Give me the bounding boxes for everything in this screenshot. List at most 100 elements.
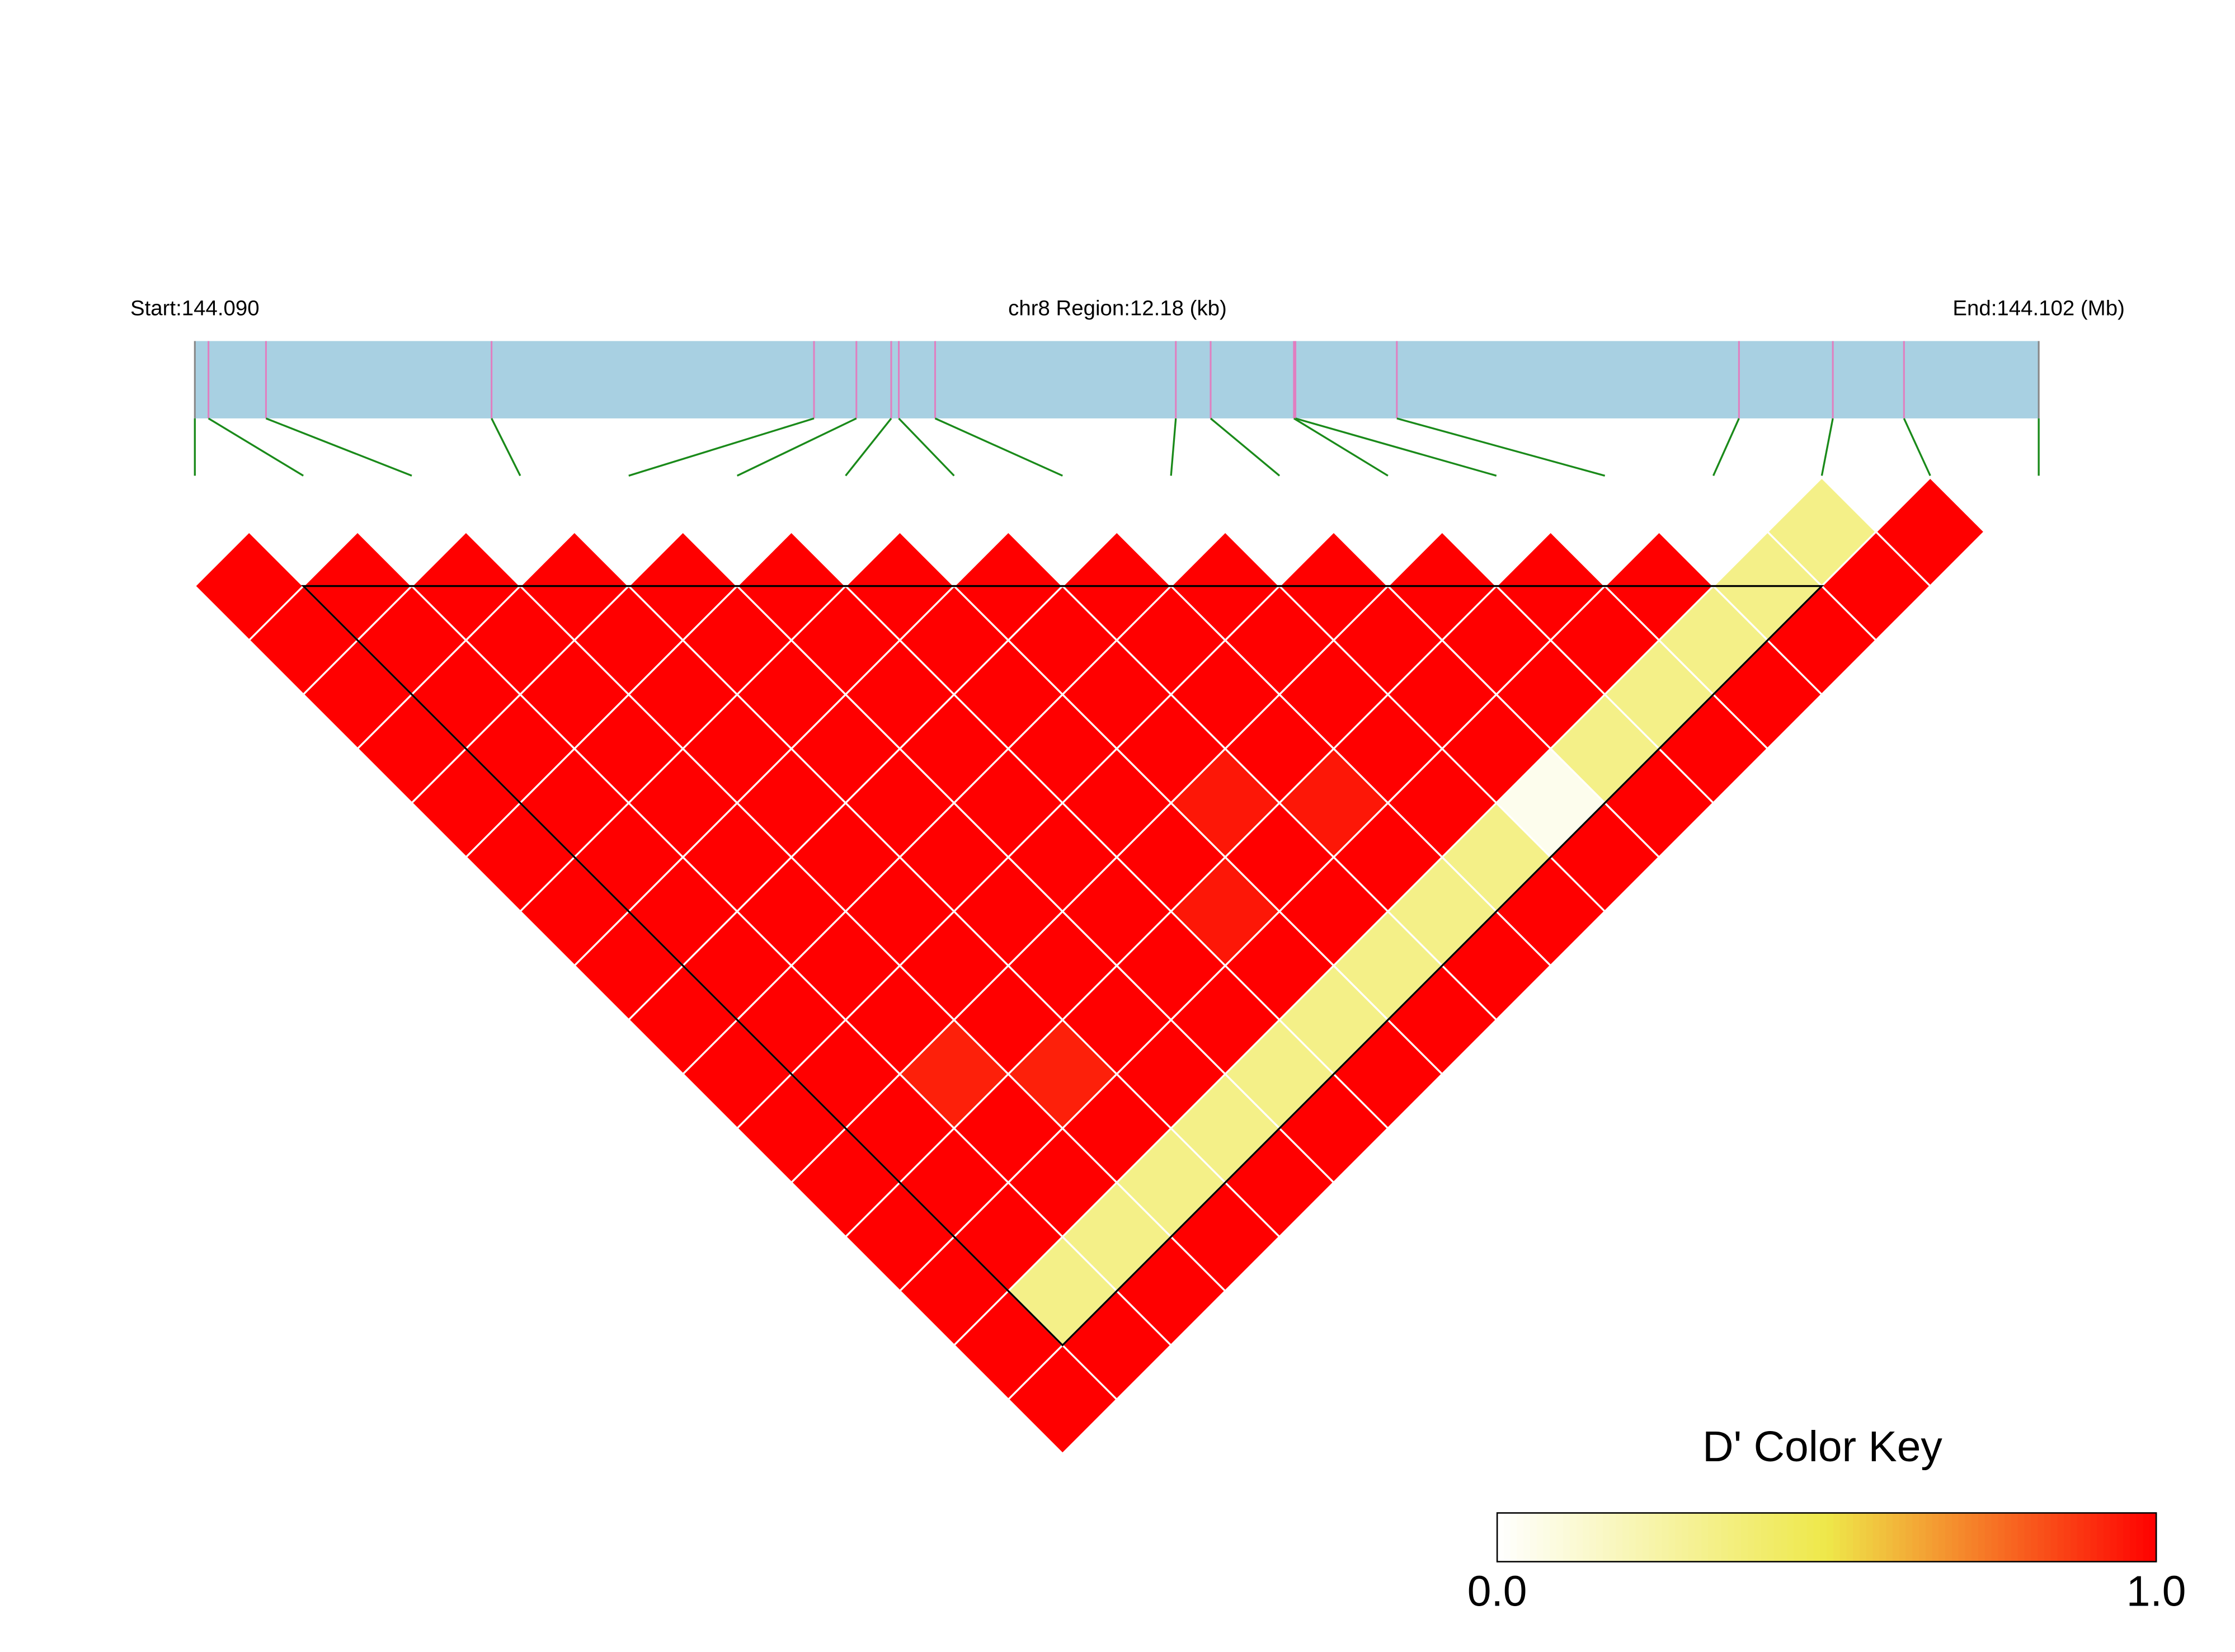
snp-connector bbox=[736, 417, 857, 477]
key-swatch bbox=[1945, 1513, 1953, 1562]
ld-cell bbox=[1874, 476, 1986, 587]
key-swatch bbox=[1984, 1513, 1992, 1562]
region-label: chr8 Region:12.18 (kb) bbox=[1008, 296, 1227, 320]
key-swatch bbox=[1919, 1513, 1927, 1562]
key-swatch bbox=[1938, 1513, 1946, 1562]
snp-connector bbox=[1295, 417, 1497, 477]
key-swatch bbox=[1971, 1513, 1979, 1562]
key-swatch bbox=[1846, 1513, 1854, 1562]
start-label: Start:144.090 bbox=[130, 296, 260, 320]
key-swatch bbox=[2064, 1513, 2072, 1562]
key-swatch bbox=[1965, 1513, 1973, 1562]
key-swatch bbox=[2011, 1513, 2019, 1562]
key-swatch bbox=[1932, 1513, 1940, 1562]
key-swatch bbox=[1583, 1513, 1591, 1562]
snp-connector bbox=[1210, 417, 1281, 477]
key-swatch bbox=[2050, 1513, 2058, 1562]
snp-connector bbox=[208, 417, 304, 477]
key-swatch bbox=[1806, 1513, 1814, 1562]
snp-connector bbox=[628, 417, 815, 477]
key-swatch bbox=[1839, 1513, 1847, 1562]
key-swatch bbox=[1905, 1513, 1913, 1562]
key-tick-label: 0.0 bbox=[1467, 1568, 1527, 1616]
key-swatch bbox=[2123, 1513, 2131, 1562]
key-swatch bbox=[1872, 1513, 1880, 1562]
snp-connector bbox=[845, 417, 892, 477]
key-swatch bbox=[1517, 1513, 1524, 1562]
key-swatch bbox=[1649, 1513, 1657, 1562]
key-swatch bbox=[1536, 1513, 1544, 1562]
key-swatch bbox=[1563, 1513, 1570, 1562]
key-swatch bbox=[1503, 1513, 1511, 1562]
key-swatch bbox=[1747, 1513, 1755, 1562]
key-swatch bbox=[2024, 1513, 2032, 1562]
key-swatch bbox=[1827, 1513, 1834, 1562]
key-swatch bbox=[1622, 1513, 1630, 1562]
key-swatch bbox=[1681, 1513, 1690, 1562]
key-swatch bbox=[1761, 1513, 1768, 1562]
key-swatch bbox=[2103, 1513, 2111, 1562]
key-swatch bbox=[2077, 1513, 2085, 1562]
key-swatch bbox=[1642, 1513, 1650, 1562]
key-swatch bbox=[1721, 1513, 1729, 1562]
key-swatch bbox=[2038, 1513, 2045, 1562]
key-swatch bbox=[2136, 1513, 2144, 1562]
key-swatch bbox=[1794, 1513, 1801, 1562]
key-swatch bbox=[1497, 1513, 1505, 1562]
key-swatch bbox=[1596, 1513, 1603, 1562]
snp-connector bbox=[934, 417, 1063, 477]
key-swatch bbox=[1556, 1513, 1564, 1562]
key-swatch bbox=[1998, 1513, 2006, 1562]
key-swatch bbox=[1523, 1513, 1531, 1562]
key-swatch bbox=[1701, 1513, 1709, 1562]
key-swatch bbox=[1820, 1513, 1828, 1562]
key-swatch bbox=[2110, 1513, 2118, 1562]
key-swatch bbox=[1662, 1513, 1669, 1562]
ld-block bbox=[301, 585, 1824, 1347]
snp-connector bbox=[1903, 418, 1931, 477]
key-swatch bbox=[1767, 1513, 1775, 1562]
key-swatch bbox=[1754, 1513, 1762, 1562]
key-swatch bbox=[1695, 1513, 1702, 1562]
key-swatch bbox=[2083, 1513, 2091, 1562]
key-swatch bbox=[1569, 1513, 1577, 1562]
key-swatch bbox=[1708, 1513, 1716, 1562]
snp-connector bbox=[1170, 418, 1177, 476]
key-swatch bbox=[2031, 1513, 2039, 1562]
key-swatch bbox=[2044, 1513, 2052, 1562]
key-swatch bbox=[1866, 1513, 1874, 1562]
snp-connector bbox=[898, 417, 955, 477]
key-swatch bbox=[2143, 1513, 2151, 1562]
snp-connector bbox=[1396, 417, 1606, 477]
key-swatch bbox=[1978, 1513, 1986, 1562]
key-swatch bbox=[1886, 1513, 1894, 1562]
key-tick-label: 1.0 bbox=[2126, 1568, 2186, 1616]
key-swatch bbox=[1813, 1513, 1821, 1562]
key-swatch bbox=[1734, 1513, 1742, 1562]
snp-connector bbox=[1293, 417, 1389, 477]
key-swatch bbox=[1853, 1513, 1861, 1562]
key-swatch bbox=[2116, 1513, 2124, 1562]
key-swatch bbox=[1589, 1513, 1597, 1562]
key-swatch bbox=[1912, 1513, 1920, 1562]
key-swatch bbox=[1925, 1513, 1933, 1562]
snp-connector bbox=[491, 418, 521, 477]
key-swatch bbox=[1629, 1513, 1636, 1562]
key-swatch bbox=[1833, 1513, 1841, 1562]
key-swatch bbox=[2097, 1513, 2105, 1562]
key-swatch bbox=[1510, 1513, 1518, 1562]
end-label: End:144.102 (Mb) bbox=[1952, 296, 2124, 320]
key-swatch bbox=[2057, 1513, 2065, 1562]
key-swatch bbox=[1800, 1513, 1808, 1562]
key-swatch bbox=[2130, 1513, 2138, 1562]
key-swatch bbox=[1576, 1513, 1584, 1562]
region-bar bbox=[195, 341, 2039, 418]
snp-connector bbox=[265, 417, 412, 477]
key-swatch bbox=[1780, 1513, 1788, 1562]
key-swatch bbox=[1668, 1513, 1676, 1562]
color-key bbox=[1497, 1513, 2157, 1562]
key-swatch bbox=[1787, 1513, 1795, 1562]
key-swatch bbox=[1550, 1513, 1558, 1562]
key-swatch bbox=[1714, 1513, 1722, 1562]
